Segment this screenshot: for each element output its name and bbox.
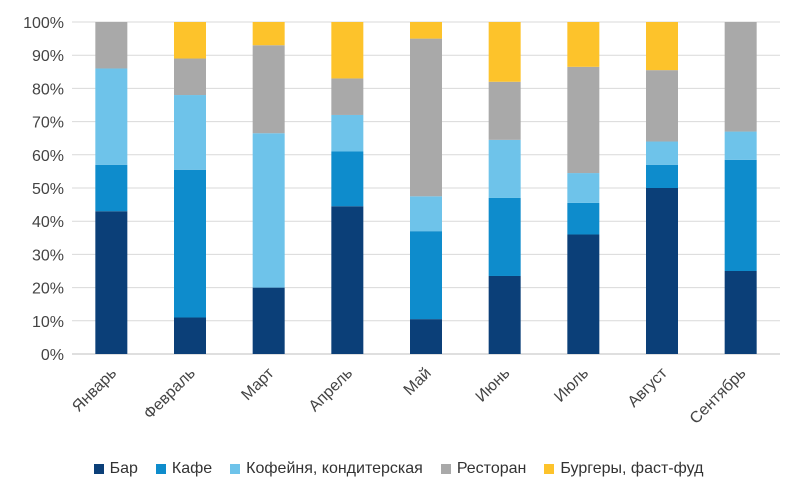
y-tick-label: 80% bbox=[32, 81, 64, 98]
bar-segment bbox=[410, 196, 442, 232]
legend-label: Ресторан bbox=[456, 460, 527, 477]
bar-segment bbox=[174, 95, 206, 170]
bar-segment bbox=[95, 211, 128, 354]
legend-label: Кофейня, кондитерская bbox=[246, 460, 423, 477]
bar-segment bbox=[724, 131, 757, 160]
bar-segment bbox=[252, 22, 285, 46]
y-tick-label: 30% bbox=[32, 247, 64, 264]
bar-segment bbox=[724, 271, 757, 354]
bar-segment bbox=[567, 234, 600, 354]
x-tick-label: Февраль bbox=[141, 365, 199, 423]
bar-segment bbox=[646, 188, 678, 354]
legend: Бар Кафе Кофейня, кондитерская Ресторан Бург… bbox=[0, 455, 797, 483]
x-tick-label: Июнь bbox=[473, 365, 514, 406]
bar-segment bbox=[488, 22, 521, 82]
bar-segment bbox=[646, 164, 678, 188]
x-tick-label: Июль bbox=[551, 365, 592, 406]
legend-item: Кафе bbox=[155, 460, 213, 478]
bar-segment bbox=[252, 287, 285, 354]
bar-segment bbox=[331, 114, 364, 152]
bar-segment bbox=[646, 70, 678, 142]
bar-segment bbox=[252, 133, 285, 288]
legend-label: Бургеры, фаст-фуд bbox=[560, 460, 704, 477]
bar-segment bbox=[646, 141, 678, 165]
y-tick-label: 40% bbox=[32, 214, 64, 231]
legend-item: Бургеры, фаст-фуд bbox=[544, 460, 703, 478]
bar-segment bbox=[331, 78, 364, 115]
legend-item: Ресторан bbox=[440, 460, 527, 478]
legend-item: Кофейня, кондитерская bbox=[230, 460, 423, 478]
y-tick-label: 50% bbox=[32, 181, 64, 198]
y-tick-label: 90% bbox=[32, 48, 64, 65]
bar-segment bbox=[331, 151, 364, 207]
bar-segment bbox=[174, 317, 206, 354]
x-tick-label: Сентябрь bbox=[687, 365, 750, 428]
bar-segment bbox=[95, 164, 128, 212]
bar-segment bbox=[410, 319, 442, 354]
bar-segment bbox=[567, 173, 600, 203]
legend-label: Кафе bbox=[171, 460, 213, 477]
bar-segment bbox=[331, 22, 364, 79]
bar-segment bbox=[724, 22, 757, 132]
x-tick-label: Январь bbox=[69, 365, 120, 416]
bar-segment bbox=[252, 45, 285, 134]
bar-segment bbox=[331, 206, 364, 354]
legend-swatch bbox=[544, 464, 555, 474]
bar-segment bbox=[567, 22, 600, 67]
legend-label: Бар bbox=[109, 460, 138, 477]
y-tick-label: 100% bbox=[23, 15, 64, 32]
x-tick-label: Апрель bbox=[306, 365, 356, 415]
y-tick-label: 60% bbox=[32, 148, 64, 165]
bar-segment bbox=[174, 169, 206, 318]
x-tick-label: Март bbox=[238, 364, 278, 404]
bar-segment bbox=[488, 275, 521, 354]
bar-segment bbox=[724, 159, 757, 271]
y-tick-label: 0% bbox=[41, 347, 64, 364]
bar-segment bbox=[567, 202, 600, 235]
bar-segment bbox=[95, 68, 128, 165]
x-tick-label: Май bbox=[401, 365, 435, 399]
bar-segment bbox=[410, 231, 442, 320]
legend-swatch bbox=[93, 464, 104, 474]
y-tick-label: 70% bbox=[32, 115, 64, 132]
bar-segment bbox=[488, 139, 521, 198]
x-tick-label: Август bbox=[625, 364, 672, 411]
legend-swatch bbox=[440, 464, 451, 474]
bar-segment bbox=[174, 58, 206, 96]
bar-segment bbox=[646, 22, 678, 71]
bar-segment bbox=[488, 197, 521, 276]
bar-segment bbox=[410, 22, 442, 39]
legend-swatch bbox=[155, 464, 166, 474]
bar-segment bbox=[410, 38, 442, 197]
bar-segment bbox=[488, 81, 521, 140]
bar-segment bbox=[95, 22, 128, 69]
legend-swatch bbox=[230, 464, 241, 474]
y-tick-label: 10% bbox=[32, 314, 64, 331]
bar-segment bbox=[567, 66, 600, 174]
legend-item: Бар bbox=[93, 460, 138, 478]
bar-segment bbox=[174, 22, 206, 59]
y-tick-label: 20% bbox=[32, 281, 64, 298]
